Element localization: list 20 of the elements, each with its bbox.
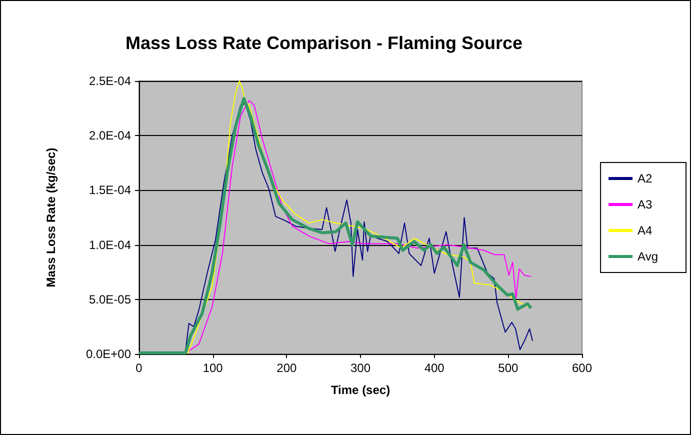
y-tick-label: 1.5E-04 [88, 183, 132, 198]
x-tick-label: 100 [202, 361, 224, 375]
chart-title: Mass Loss Rate Comparison - Flaming Source [125, 33, 523, 53]
y-tick-label: 1.0E-04 [88, 238, 132, 252]
x-tick-label: 0 [136, 361, 143, 375]
x-tick-label: 500 [498, 361, 518, 375]
y-tick-label: 0.0E+00 [86, 347, 132, 361]
y-tick-label: 2.0E-04 [88, 128, 132, 143]
x-tick-label: 400 [424, 361, 445, 375]
x-tick-label: 200 [276, 361, 297, 375]
x-tick-label: 300 [350, 361, 371, 375]
legend-label: Avg [638, 250, 658, 264]
x-tick-label: 600 [572, 361, 592, 375]
y-tick-label: 2.5E-04 [88, 74, 132, 88]
legend-label: A3 [638, 198, 653, 212]
x-axis-title: Time (sec) [330, 383, 390, 397]
legend-label: A2 [638, 172, 653, 186]
y-axis-title: Mass Loss Rate (kg/sec) [44, 148, 58, 288]
y-tick-label: 5.0E-05 [88, 292, 132, 306]
legend-label: A4 [638, 224, 653, 238]
